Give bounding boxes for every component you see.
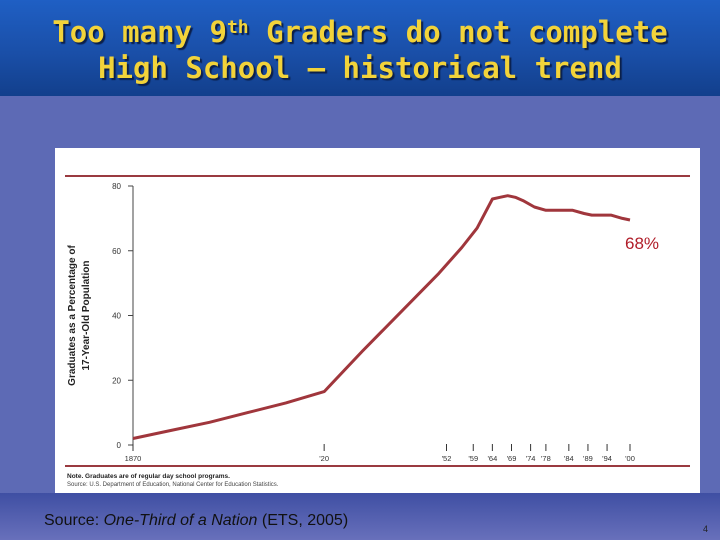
source-title: One-Third of a Nation [103, 512, 258, 529]
title-line2: High School – historical trend [98, 51, 622, 85]
chart-panel: 0 20 40 60 80 Graduates as a Percentage of 17-… [55, 148, 700, 493]
x-tick-label: '69 [507, 454, 517, 463]
title-line1-pre: Too many 9 [52, 15, 227, 49]
y-axis-label-line1: Graduates as a Percentage of [67, 245, 78, 386]
x-tick-label: '59 [468, 454, 478, 463]
slide-title: Too many 9th Graders do not complete Hig… [0, 14, 720, 86]
y-tick-label: 60 [112, 247, 121, 256]
source-suffix: (ETS, 2005) [257, 512, 349, 529]
source-citation: Source: One-Third of a Nation (ETS, 2005… [44, 512, 348, 530]
x-tick-label: '52 [442, 454, 452, 463]
y-axis-label: Graduates as a Percentage of 17-Year-Old … [67, 245, 92, 386]
x-tick-label: '89 [583, 454, 593, 463]
title-superscript: th [226, 17, 249, 38]
chart-note-line2: Source: U.S. Department of Education, Na… [67, 482, 279, 488]
page-number: 4 [702, 524, 708, 534]
x-tick-label: 1870 [125, 454, 142, 463]
caption-bar [0, 493, 720, 540]
line-chart: 0 20 40 60 80 Graduates as a Percentage of 17-… [65, 175, 690, 488]
chart-note-line1: Note. Graduates are of regular day schoo… [67, 473, 230, 480]
y-tick-label: 80 [112, 182, 121, 191]
y-tick-label: 20 [112, 376, 121, 385]
y-axis-label-line2: 17-Year-Old Population [81, 260, 92, 370]
series-line [132, 194, 631, 440]
x-tick-label: '20 [319, 454, 329, 463]
x-tick-label: '00 [625, 454, 635, 463]
y-tick-label: 0 [117, 441, 122, 450]
callout-68-percent: 68% [625, 234, 659, 253]
x-tick-label: '78 [541, 454, 551, 463]
x-tick-label: '74 [526, 454, 536, 463]
x-tick-label: '84 [564, 454, 574, 463]
y-tick-label: 40 [112, 312, 121, 321]
title-line1-post: Graders do not complete [248, 15, 668, 49]
title-bar: Too many 9th Graders do not complete Hig… [0, 0, 720, 96]
x-tick-label: '94 [602, 454, 612, 463]
source-prefix: Source: [44, 512, 104, 529]
x-tick-label: '64 [487, 454, 497, 463]
